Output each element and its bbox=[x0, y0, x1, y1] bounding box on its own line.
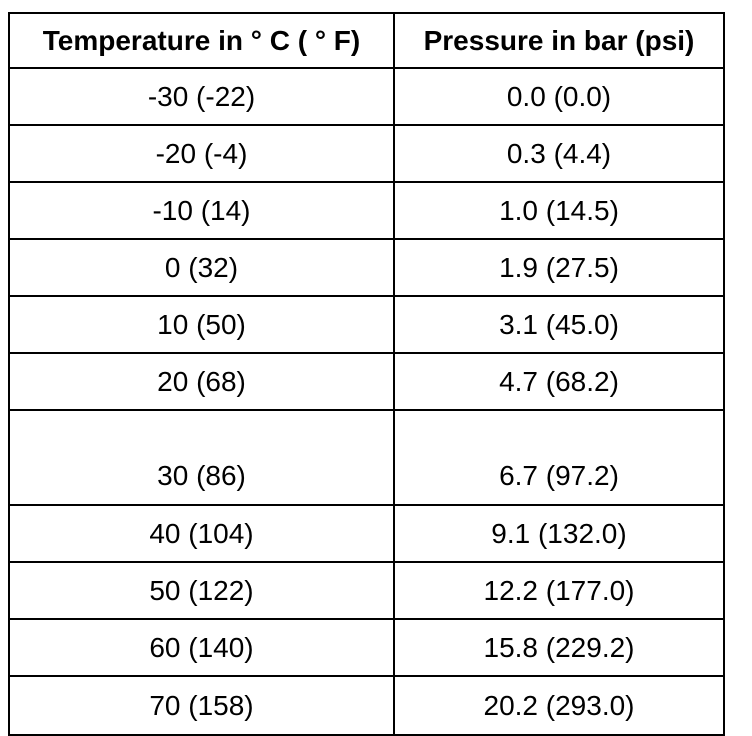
table-header-row: Temperature in ° C ( ° F) Pressure in ba… bbox=[10, 14, 723, 69]
pressure-cell: 4.7 (68.2) bbox=[499, 365, 619, 397]
header-pressure: Pressure in bar (psi) bbox=[423, 24, 695, 56]
pressure-cell: 20.2 (293.0) bbox=[483, 689, 635, 721]
pressure-cell: 12.2 (177.0) bbox=[483, 574, 635, 606]
table-row: 50 (122) 12.2 (177.0) bbox=[10, 563, 723, 620]
temperature-cell: 0 (32) bbox=[10, 240, 395, 295]
pressure-cell: 3.1 (45.0) bbox=[499, 308, 619, 340]
temperature-cell: -20 (-4) bbox=[10, 126, 395, 181]
pressure-cell: 15.8 (229.2) bbox=[483, 631, 635, 663]
table-row: 40 (104) 9.1 (132.0) bbox=[10, 506, 723, 563]
table-row: 60 (140) 15.8 (229.2) bbox=[10, 620, 723, 677]
table-row: 20 (68) 4.7 (68.2) bbox=[10, 354, 723, 411]
temperature-cell: 20 (68) bbox=[10, 354, 395, 409]
table-row: 10 (50) 3.1 (45.0) bbox=[10, 297, 723, 354]
table-row: -10 (14) 1.0 (14.5) bbox=[10, 183, 723, 240]
table-row: -20 (-4) 0.3 (4.4) bbox=[10, 126, 723, 183]
temperature-cell: 60 (140) bbox=[10, 620, 395, 675]
table-row: 30 (86) 6.7 (97.2) bbox=[10, 411, 723, 506]
temperature-cell: 40 (104) bbox=[10, 506, 395, 561]
temperature-cell: 50 (122) bbox=[10, 563, 395, 618]
table-row: 0 (32) 1.9 (27.5) bbox=[10, 240, 723, 297]
pressure-cell: 1.9 (27.5) bbox=[499, 251, 619, 283]
temperature-cell: 30 (86) bbox=[10, 411, 395, 504]
table-row: 70 (158) 20.2 (293.0) bbox=[10, 677, 723, 734]
header-temperature: Temperature in ° C ( ° F) bbox=[10, 14, 395, 67]
temperature-cell: -30 (-22) bbox=[10, 69, 395, 124]
pressure-cell: 9.1 (132.0) bbox=[491, 517, 627, 549]
pressure-temperature-table: Temperature in ° C ( ° F) Pressure in ba… bbox=[8, 12, 725, 736]
temperature-cell: 70 (158) bbox=[10, 677, 395, 734]
pressure-cell: 0.3 (4.4) bbox=[506, 137, 612, 169]
table-row: -30 (-22) 0.0 (0.0) bbox=[10, 69, 723, 126]
temperature-cell: -10 (14) bbox=[10, 183, 395, 238]
pressure-cell: 6.7 (97.2) bbox=[499, 460, 619, 491]
temperature-cell: 10 (50) bbox=[10, 297, 395, 352]
pressure-cell: 0.0 (0.0) bbox=[506, 80, 612, 112]
pressure-cell: 1.0 (14.5) bbox=[499, 194, 619, 226]
